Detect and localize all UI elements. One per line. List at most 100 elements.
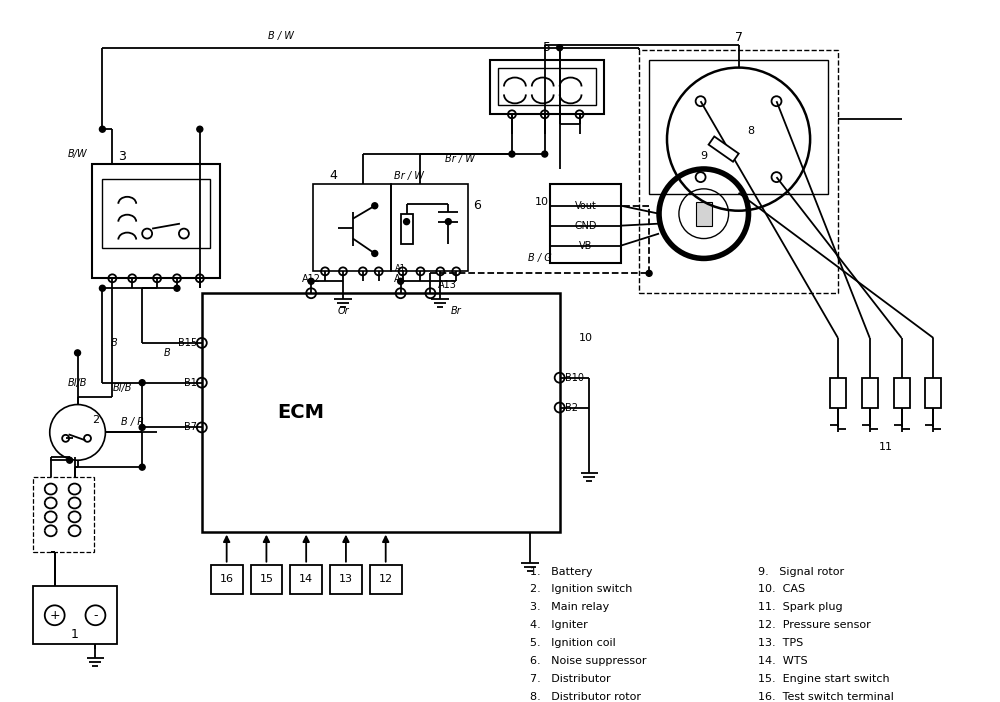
Circle shape bbox=[99, 126, 105, 132]
Text: B7: B7 bbox=[184, 423, 197, 432]
Text: B1: B1 bbox=[184, 378, 197, 388]
Text: 16.  Test switch terminal: 16. Test switch terminal bbox=[758, 691, 894, 702]
Text: 13: 13 bbox=[339, 574, 353, 585]
Circle shape bbox=[445, 219, 451, 225]
Bar bbox=[370, 564, 402, 595]
Circle shape bbox=[646, 270, 652, 277]
Text: B / R: B / R bbox=[121, 418, 144, 428]
Text: B2: B2 bbox=[565, 402, 578, 413]
Circle shape bbox=[372, 203, 378, 208]
Text: Vout: Vout bbox=[575, 201, 596, 211]
Circle shape bbox=[398, 278, 404, 284]
Text: 8: 8 bbox=[747, 126, 754, 136]
Text: Br / W: Br / W bbox=[394, 171, 423, 181]
Circle shape bbox=[509, 151, 515, 157]
Circle shape bbox=[542, 151, 548, 157]
Text: 7.   Distributor: 7. Distributor bbox=[530, 674, 610, 684]
Bar bbox=[33, 586, 117, 644]
Text: GND: GND bbox=[574, 220, 597, 231]
Text: 3: 3 bbox=[118, 150, 126, 163]
Text: 4.   Igniter: 4. Igniter bbox=[530, 620, 588, 630]
Bar bbox=[92, 164, 220, 278]
Text: 8.   Distributor rotor: 8. Distributor rotor bbox=[530, 691, 641, 702]
Bar bbox=[550, 184, 621, 263]
Text: VB: VB bbox=[579, 241, 592, 251]
Text: A13: A13 bbox=[438, 280, 457, 290]
Text: 6: 6 bbox=[473, 199, 481, 212]
Text: 5: 5 bbox=[543, 41, 551, 54]
Text: 9.   Signal rotor: 9. Signal rotor bbox=[758, 567, 845, 576]
Text: B10: B10 bbox=[565, 373, 584, 383]
Bar bbox=[330, 564, 362, 595]
Circle shape bbox=[197, 126, 203, 132]
Circle shape bbox=[67, 457, 73, 463]
Bar bbox=[290, 564, 322, 595]
Circle shape bbox=[308, 278, 314, 284]
Text: 15: 15 bbox=[259, 574, 273, 585]
Bar bbox=[649, 60, 828, 194]
Text: Bl/B: Bl/B bbox=[113, 383, 132, 392]
Text: 12.  Pressure sensor: 12. Pressure sensor bbox=[758, 620, 871, 630]
Bar bbox=[639, 50, 838, 293]
Circle shape bbox=[372, 251, 378, 256]
Text: 10.  CAS: 10. CAS bbox=[758, 585, 806, 595]
Text: Bl/B: Bl/B bbox=[68, 378, 88, 388]
Text: 16: 16 bbox=[220, 574, 234, 585]
Text: A1: A1 bbox=[394, 274, 407, 284]
Circle shape bbox=[139, 464, 145, 470]
Text: Br: Br bbox=[451, 306, 462, 316]
Bar bbox=[498, 67, 596, 105]
Circle shape bbox=[557, 45, 563, 51]
Bar bbox=[33, 477, 94, 552]
Text: B: B bbox=[111, 338, 117, 348]
Bar bbox=[313, 184, 391, 272]
Text: B: B bbox=[164, 348, 170, 358]
Text: B15: B15 bbox=[178, 338, 197, 348]
Text: +: + bbox=[49, 609, 60, 622]
Circle shape bbox=[139, 380, 145, 385]
Circle shape bbox=[75, 350, 81, 356]
Text: 10: 10 bbox=[535, 197, 549, 207]
Text: 2: 2 bbox=[92, 416, 99, 425]
Text: 12: 12 bbox=[379, 574, 393, 585]
Text: 6.   Noise suppressor: 6. Noise suppressor bbox=[530, 656, 646, 666]
Text: B / W: B / W bbox=[268, 31, 294, 41]
Text: 5.   Ignition coil: 5. Ignition coil bbox=[530, 638, 616, 648]
Text: 13.  TPS: 13. TPS bbox=[758, 638, 804, 648]
Text: 2.   Ignition switch: 2. Ignition switch bbox=[530, 585, 632, 595]
Text: 1: 1 bbox=[71, 628, 79, 641]
Text: 15.  Engine start switch: 15. Engine start switch bbox=[758, 674, 890, 684]
Bar bbox=[490, 60, 604, 114]
Text: Or: Or bbox=[337, 306, 349, 316]
Circle shape bbox=[174, 285, 180, 291]
Bar bbox=[830, 378, 846, 408]
Bar bbox=[251, 564, 282, 595]
Circle shape bbox=[404, 219, 410, 225]
Text: 11: 11 bbox=[879, 442, 893, 452]
Bar bbox=[925, 378, 941, 408]
Text: ECM: ECM bbox=[278, 403, 325, 422]
Bar bbox=[401, 213, 413, 244]
Circle shape bbox=[139, 425, 145, 430]
Bar bbox=[211, 564, 243, 595]
Text: -: - bbox=[93, 609, 98, 622]
Bar bbox=[862, 378, 878, 408]
Bar bbox=[391, 184, 468, 272]
Text: 3.   Main relay: 3. Main relay bbox=[530, 602, 609, 612]
Polygon shape bbox=[709, 136, 739, 161]
Text: Br / W: Br / W bbox=[445, 154, 475, 164]
Text: B/W: B/W bbox=[68, 149, 88, 159]
Text: 11.  Spark plug: 11. Spark plug bbox=[758, 602, 843, 612]
Text: 1.   Battery: 1. Battery bbox=[530, 567, 592, 576]
Text: 14.  WTS: 14. WTS bbox=[758, 656, 808, 666]
Text: A1: A1 bbox=[395, 264, 406, 273]
Text: 9: 9 bbox=[700, 151, 707, 161]
Text: 4: 4 bbox=[329, 169, 337, 183]
Bar bbox=[894, 378, 910, 408]
Text: 10: 10 bbox=[578, 333, 592, 343]
Bar bbox=[202, 293, 560, 532]
Bar bbox=[696, 201, 712, 225]
Text: A12: A12 bbox=[302, 274, 321, 284]
Text: 14: 14 bbox=[299, 574, 313, 585]
Text: B / G: B / G bbox=[528, 253, 552, 263]
